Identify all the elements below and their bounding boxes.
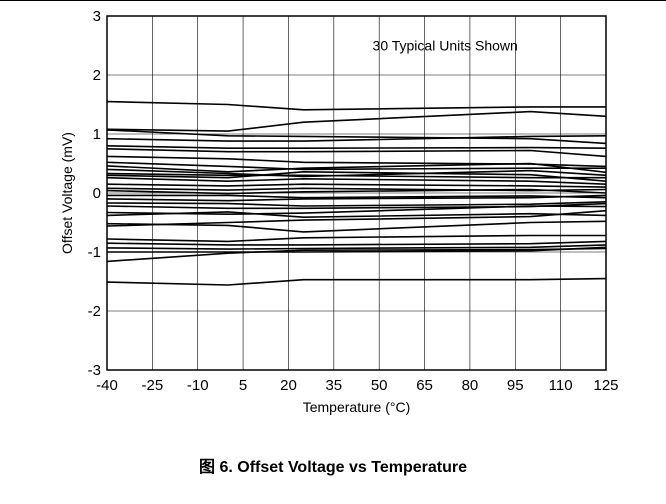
series-line-unit-12 — [106, 176, 607, 185]
series-line-unit-5 — [106, 145, 607, 149]
figure-caption: 图 6. Offset Voltage vs Temperature — [0, 453, 666, 477]
y-tick-label: 2 — [93, 67, 101, 84]
series-line-unit-25 — [106, 240, 607, 246]
y-tick-label: 0 — [93, 185, 101, 202]
x-tick-label: -40 — [96, 377, 118, 394]
x-tick-label: 95 — [507, 377, 524, 394]
series-line-unit-1 — [106, 100, 606, 111]
series-line-unit-26 — [106, 244, 607, 250]
y-tick-label: -2 — [88, 303, 101, 320]
series-line-unit-8 — [106, 161, 606, 171]
y-tick-labels: 3 2 1 0 -1 -2 -3 — [88, 8, 101, 379]
series-line-unit-3 — [106, 129, 607, 145]
y-axis-label: Offset Voltage (mV) — [59, 132, 75, 254]
series-line-unit-30 — [106, 168, 607, 178]
series-line-unit-24 — [106, 234, 606, 243]
y-tick-label: 1 — [93, 126, 101, 143]
series-line-unit-13 — [106, 183, 607, 188]
figure-title: Offset Voltage vs Temperature — [237, 459, 467, 476]
chart-annotation: 30 Typical Units Shown — [373, 38, 518, 54]
series-line-unit-17 — [106, 194, 607, 202]
x-tick-labels: -40 -25 -10 5 20 35 50 65 80 95 110 125 — [96, 377, 618, 394]
series-line-unit-10 — [106, 172, 606, 179]
series-line-unit-28 — [106, 247, 607, 263]
chart-series-group — [106, 100, 607, 286]
series-line-unit-18 — [106, 201, 607, 207]
page-top-rule — [0, 0, 666, 1]
x-tick-label: -10 — [187, 377, 209, 394]
series-line-unit-4 — [106, 135, 607, 142]
series-line-unit-11 — [106, 171, 607, 182]
series-line-unit-29 — [106, 277, 607, 286]
y-tick-label: -3 — [88, 362, 101, 379]
x-axis-label: Temperature (°C) — [303, 399, 411, 415]
series-line-unit-6 — [106, 148, 607, 158]
x-tick-label: 20 — [280, 377, 297, 394]
plot-frame — [106, 15, 607, 371]
x-tick-label: 50 — [371, 377, 388, 394]
x-tick-label: 110 — [549, 377, 573, 394]
figure-label: 图 6. — [199, 459, 233, 476]
series-line-unit-9 — [106, 162, 607, 174]
x-tick-label: 35 — [325, 377, 342, 394]
series-line-unit-23 — [106, 209, 607, 227]
y-tick-label: -1 — [88, 244, 101, 261]
y-tick-label: 3 — [93, 8, 101, 25]
x-tick-label: 125 — [593, 377, 618, 394]
x-tick-label: -25 — [142, 377, 164, 394]
series-line-unit-15 — [106, 188, 607, 195]
x-tick-label: 80 — [462, 377, 479, 394]
series-line-unit-22 — [106, 220, 607, 233]
series-line-unit-2 — [106, 110, 607, 132]
x-tick-label: 5 — [239, 377, 247, 394]
series-line-unit-7 — [106, 155, 607, 168]
x-tick-label: 65 — [416, 377, 433, 394]
